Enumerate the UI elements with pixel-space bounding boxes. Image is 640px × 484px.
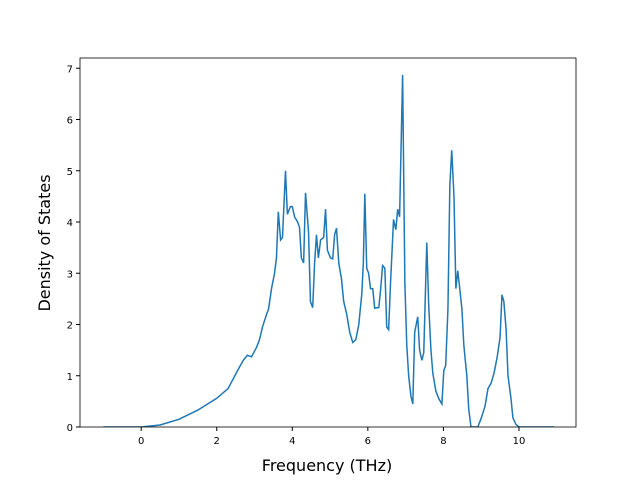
y-tick-label: 3	[67, 269, 73, 280]
y-tick-label: 4	[67, 218, 73, 229]
x-axis-label: Frequency (THz)	[262, 456, 392, 475]
y-tick-label: 5	[67, 167, 73, 178]
y-axis-label: Density of States	[35, 174, 54, 311]
x-tick-label: 8	[440, 436, 446, 447]
line-series	[103, 74, 555, 427]
y-tick-label: 6	[67, 116, 73, 127]
x-tick-label: 2	[214, 436, 220, 447]
x-tick-label: 10	[513, 436, 526, 447]
x-tick-label: 4	[289, 436, 295, 447]
plot-frame	[79, 57, 577, 428]
y-tick-label: 7	[67, 64, 73, 75]
y-tick-label: 0	[67, 423, 73, 434]
x-tick-label: 0	[138, 436, 144, 447]
y-tick-label: 2	[67, 321, 73, 332]
x-tick-label: 6	[365, 436, 371, 447]
y-tick-label: 1	[67, 372, 73, 383]
